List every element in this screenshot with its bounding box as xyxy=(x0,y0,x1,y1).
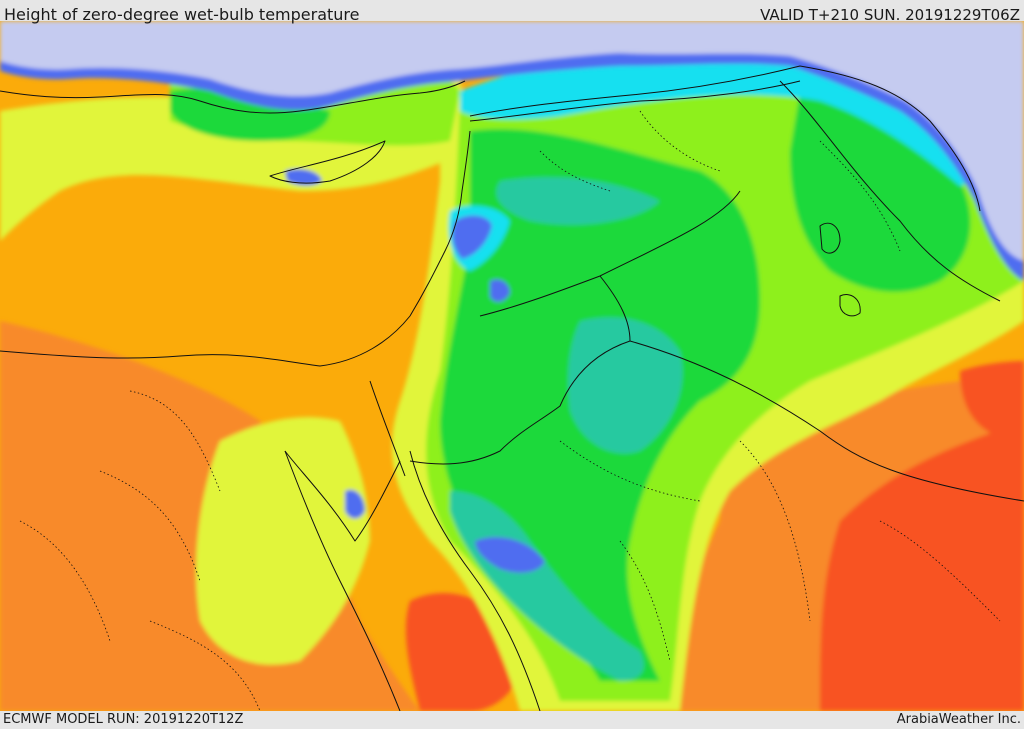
valid-time: VALID T+210 SUN. 20191229T06Z xyxy=(760,6,1020,24)
coastline-sinai xyxy=(284,450,401,542)
admin-lines-arabia xyxy=(559,440,1001,662)
field-sea-snow xyxy=(0,21,1024,261)
model-run: ECMWF MODEL RUN: 20191220T12Z xyxy=(3,712,244,727)
footer-bar: ECMWF MODEL RUN: 20191220T12Z ArabiaWeat… xyxy=(0,711,1024,729)
border-iraq-saudi xyxy=(629,340,1024,502)
field-red-east xyxy=(820,421,1024,711)
field-red-se xyxy=(960,361,1024,441)
border-jordan-syria xyxy=(479,190,741,317)
admin-lines-north xyxy=(539,110,901,252)
coastline-anatolia xyxy=(469,65,981,212)
header-bar: Height of zero-degree wet-bulb temperatu… xyxy=(0,0,1024,24)
border-egypt-israel xyxy=(369,380,406,477)
border-saudi-jordan xyxy=(409,340,631,465)
field-blue-lebanon xyxy=(452,215,492,259)
border-syria-iraq xyxy=(599,275,631,342)
border-syria-turkey xyxy=(469,80,801,122)
field-blue-hijaz xyxy=(475,537,545,573)
coastline-redsea-e xyxy=(409,450,541,711)
border-iraq-iran xyxy=(779,80,1001,302)
boundaries xyxy=(0,65,1024,711)
map-canvas xyxy=(0,21,1024,711)
lake-tharthar xyxy=(819,222,861,317)
field-blue-jordan xyxy=(490,279,510,302)
field-blue-sinai xyxy=(345,489,365,519)
field-yellowgreen-sinai xyxy=(196,417,370,665)
credit: ArabiaWeather Inc. xyxy=(896,712,1021,727)
field-green-ne xyxy=(790,91,971,292)
field-blue-cyprus xyxy=(285,169,322,186)
island-cyprus xyxy=(269,140,386,184)
field-teal-north xyxy=(496,177,660,225)
coastline-north xyxy=(0,80,466,114)
weather-map[interactable] xyxy=(0,21,1024,711)
field-shading xyxy=(0,21,1024,711)
field-teal-interior xyxy=(568,317,683,454)
map-title: Height of zero-degree wet-bulb temperatu… xyxy=(4,5,360,24)
coastline-redsea-w xyxy=(284,450,401,711)
coastline-egypt xyxy=(0,130,471,367)
